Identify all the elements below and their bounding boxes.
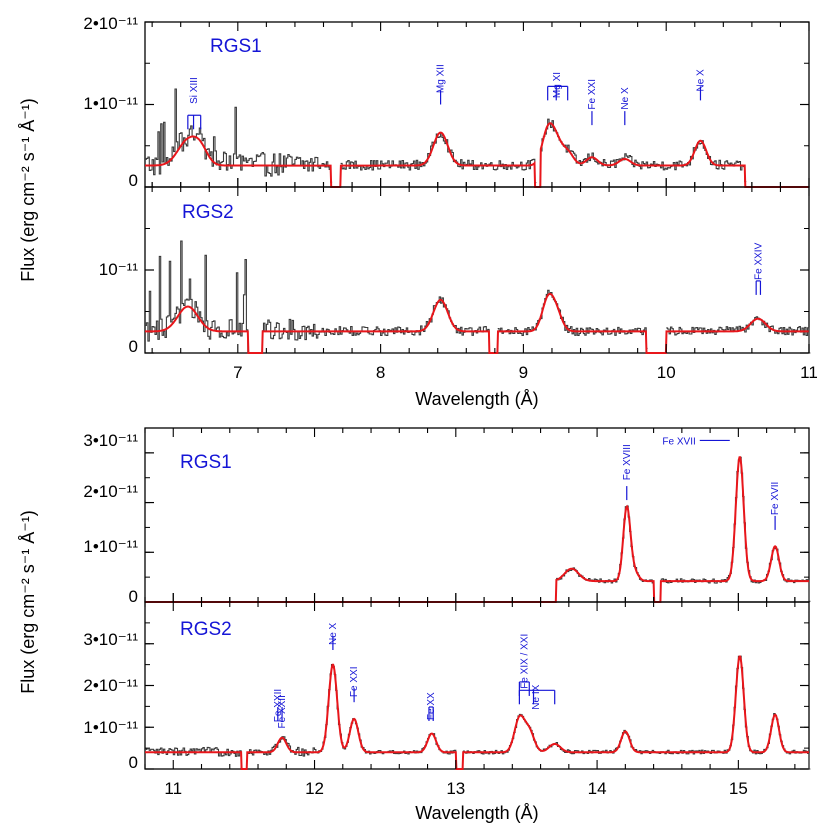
line-id-label: Fe XXIV — [753, 242, 764, 280]
model-spectrum — [145, 456, 809, 603]
line-id-label: Ne X — [696, 69, 707, 92]
model-spectrum — [145, 292, 809, 354]
xtick-label: 11 — [800, 363, 818, 382]
bottom-rgs1-ytick-label: 1•10⁻¹¹ — [83, 537, 138, 556]
xtick-label: 8 — [376, 363, 385, 382]
bottom-rgs2-ytick-label: 1•10⁻¹¹ — [83, 718, 138, 737]
top-rgs1-plot-area: Si XIII Mg XII Mg XI Fe XXI Ne X Ne X — [145, 21, 809, 188]
xtick-label: 14 — [588, 779, 607, 798]
xtick-label: 13 — [446, 779, 465, 798]
top-figure: Flux (erg cm⁻² s⁻¹ Å⁻¹) Wavelength (Å) S… — [18, 14, 818, 409]
observed-spectrum — [666, 316, 811, 354]
top-rgs2-plot-area: Fe XXIV — [145, 228, 811, 354]
top-x-axis: 7 8 9 10 11 — [151, 22, 818, 382]
bottom-rgs1-frame — [144, 427, 810, 603]
top-rgs1-ytick-label: 2•10⁻¹¹ — [83, 14, 138, 33]
line-id-label: Fe XIX / XXI — [519, 634, 530, 689]
line-id-label: Ne X — [620, 87, 631, 110]
xtick-label: 11 — [164, 779, 182, 798]
line-id-label: Fe XXI — [349, 667, 360, 698]
line-id-label: Ne X — [328, 622, 339, 645]
bottom-rgs2-ytick-label: 0 — [129, 753, 138, 772]
line-id-label: Ne IX — [531, 684, 542, 709]
bottom-figure: Flux (erg cm⁻² s⁻¹ Å⁻¹) Wavelength (Å) F… — [18, 427, 811, 823]
observed-spectrum — [262, 296, 491, 354]
bottom-rgs2-ytick-label: 3•10⁻¹¹ — [83, 630, 138, 649]
bottom-rgs1-ytick-label: 2•10⁻¹¹ — [83, 482, 138, 501]
top-rgs1-ytick-label: 1•10⁻¹¹ — [83, 94, 138, 113]
xtick-label: 10 — [657, 363, 676, 382]
xtick-label: 12 — [305, 779, 324, 798]
top-rgs1-ytick-label: 0 — [129, 171, 138, 190]
observed-spectrum — [340, 132, 537, 184]
top-xlabel: Wavelength (Å) — [415, 389, 538, 409]
line-id-label: Fe XX — [426, 692, 437, 720]
xtick-label: 7 — [233, 363, 242, 382]
bottom-x-axis: 11 12 13 14 15 — [144, 428, 796, 798]
bottom-rgs1-ytick-label: 0 — [129, 587, 138, 606]
top-rgs1-label: RGS1 — [210, 36, 262, 57]
observed-spectrum — [145, 240, 250, 354]
observed-spectrum — [497, 289, 648, 349]
top-rgs1-panel: Si XIII Mg XII Mg XI Fe XXI Ne X Ne X RGS1 2•… — [83, 14, 810, 190]
bottom-rgs1-ytick-label: 3•10⁻¹¹ — [83, 431, 138, 450]
line-id-label: Si XIII — [189, 77, 200, 104]
line-id-label: Mg XI — [552, 72, 563, 98]
line-id-label: Fe XXI — [587, 79, 598, 110]
bottom-ylabel: Flux (erg cm⁻² s⁻¹ Å⁻¹) — [18, 510, 38, 694]
line-id-label: Fe XVIII — [622, 444, 633, 480]
top-rgs2-panel: Fe XXIV RGS2 10⁻¹¹ 0 — [99, 186, 811, 356]
bottom-rgs1-plot-area: Fe XVIII Fe XVII Fe XVII — [145, 436, 811, 603]
top-rgs2-ytick-label: 0 — [129, 337, 138, 356]
line-id-label: Mg XII — [436, 64, 447, 93]
bottom-rgs1-panel: Fe XVIII Fe XVII Fe XVII RGS1 3•10⁻¹¹ 2•10… — [83, 427, 811, 606]
bottom-rgs2-frame — [144, 601, 810, 770]
line-id-label: Fe XXII — [273, 689, 284, 722]
bottom-rgs2-label: RGS2 — [180, 619, 232, 640]
model-spectrum — [145, 122, 809, 188]
observed-spectrum — [145, 88, 333, 183]
observed-spectrum — [540, 118, 747, 183]
observed-spectrum — [556, 505, 655, 601]
bottom-xlabel: Wavelength (Å) — [415, 803, 538, 823]
xtick-label: 15 — [729, 779, 748, 798]
bottom-rgs1-label: RGS1 — [180, 452, 232, 473]
xtick-label: 9 — [519, 363, 528, 382]
line-id-label: Fe XXII — [277, 695, 288, 728]
observed-spectrum — [145, 746, 243, 770]
bottom-rgs2-ytick-label: 2•10⁻¹¹ — [83, 676, 138, 695]
line-id-label: Fe XVII — [770, 482, 781, 515]
observed-spectrum — [660, 456, 811, 602]
model-spectrum — [145, 655, 809, 770]
line-id-label: Fe XVII — [662, 436, 695, 447]
top-ylabel: Flux (erg cm⁻² s⁻¹ Å⁻¹) — [18, 98, 38, 282]
top-rgs2-label: RGS2 — [182, 202, 234, 223]
top-rgs2-ytick-label: 10⁻¹¹ — [99, 260, 139, 279]
